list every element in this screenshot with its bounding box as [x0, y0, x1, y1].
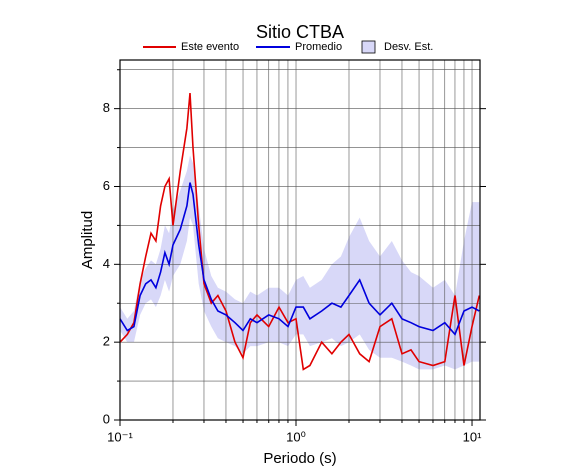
legend-swatch — [361, 40, 376, 54]
y-axis-label: Amplitud — [79, 211, 96, 269]
series-line — [119, 182, 480, 336]
y-tick-label: 6 — [103, 178, 110, 193]
plot-frame — [119, 59, 481, 421]
x-tick-label: 10¹ — [463, 429, 482, 444]
std-band — [120, 155, 480, 370]
x-axis-label: Periodo (s) — [263, 450, 336, 467]
series-line — [119, 93, 481, 371]
legend-label: Desv. Est. — [384, 41, 433, 53]
y-tick-label: 2 — [103, 334, 110, 349]
x-tick-label: 10⁰ — [286, 429, 306, 444]
legend-label: Este evento — [181, 41, 239, 53]
x-tick-label: 10⁻¹ — [107, 429, 133, 444]
chart-title: Sitio CTBA — [256, 22, 344, 42]
y-tick-label: 4 — [103, 256, 110, 271]
y-tick-label: 8 — [103, 100, 110, 115]
legend-label: Promedio — [295, 41, 342, 53]
y-tick-label: 0 — [103, 411, 110, 426]
